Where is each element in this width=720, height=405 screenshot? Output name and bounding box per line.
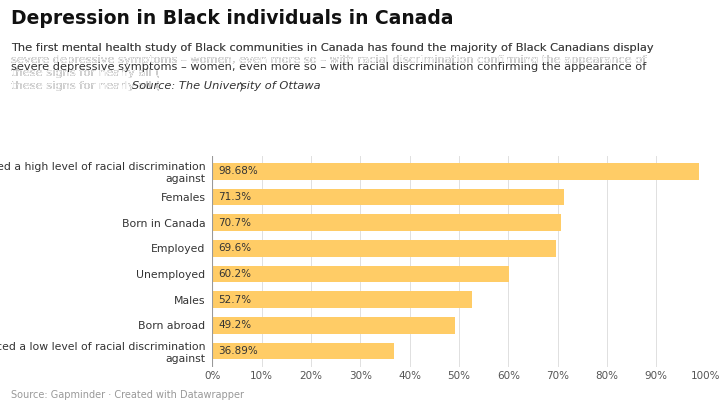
Text: 49.2%: 49.2%: [218, 320, 251, 330]
Bar: [212, 292, 472, 308]
Text: 70.7%: 70.7%: [218, 218, 251, 228]
Bar: [212, 240, 556, 257]
Bar: [212, 214, 561, 231]
Text: these signs for nearly all (: these signs for nearly all (: [11, 81, 160, 92]
Text: 60.2%: 60.2%: [218, 269, 251, 279]
Text: 71.3%: 71.3%: [218, 192, 251, 202]
Text: Source: The University of Ottawa: Source: The University of Ottawa: [132, 81, 320, 92]
Bar: [212, 163, 699, 180]
Text: 69.6%: 69.6%: [218, 243, 251, 254]
Text: these signs for nearly all (: these signs for nearly all (: [11, 81, 160, 92]
Text: The first mental health study of Black communities in Canada has found the major: The first mental health study of Black c…: [11, 43, 654, 78]
Bar: [212, 343, 395, 360]
Text: ): ): [238, 81, 243, 92]
Text: Source: Gapminder · Created with Datawrapper: Source: Gapminder · Created with Datawra…: [11, 390, 244, 400]
Text: Depression in Black individuals in Canada: Depression in Black individuals in Canad…: [11, 9, 454, 28]
Text: The first mental health study of Black communities in Canada has found the major: The first mental health study of Black c…: [11, 43, 654, 78]
Text: 52.7%: 52.7%: [218, 295, 251, 305]
Text: severe depressive symptoms – women, even more so – with racial discrimination co: severe depressive symptoms – women, even…: [11, 62, 646, 72]
Bar: [212, 189, 564, 205]
Text: The first mental health study of Black communities in Canada has found the major: The first mental health study of Black c…: [11, 43, 654, 53]
Bar: [212, 266, 509, 282]
Text: 36.89%: 36.89%: [218, 346, 258, 356]
Bar: [212, 317, 455, 334]
Text: 98.68%: 98.68%: [218, 166, 258, 176]
